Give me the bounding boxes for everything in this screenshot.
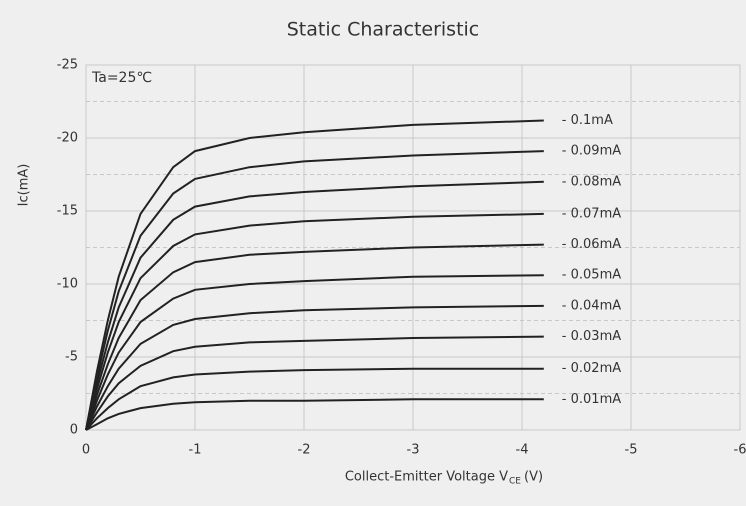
series-label: - 0.01mA [562,392,621,407]
series-label: - 0.08mA [562,174,621,189]
x-axis-title-sub: CE [509,477,521,487]
series-label: - 0.06mA [562,237,621,252]
x-axis-title: Collect-Emitter Voltage V [345,470,508,485]
x-tick-label: -1 [189,443,202,458]
x-tick-label: -3 [407,443,420,458]
y-tick-label: 0 [70,423,78,438]
y-tick-label: -20 [57,131,78,146]
x-tick-label: -4 [516,443,529,458]
x-axis-title-unit: (V) [524,470,543,485]
series-line [85,243,544,431]
series-line [85,274,544,431]
y-tick-label: -25 [57,58,78,73]
series-label: - 0.1mA [562,113,613,128]
y-axis-title: Ic(mA) [17,164,32,207]
plot-frame [85,64,741,431]
series-label: - 0.07mA [562,206,621,221]
series-line [85,212,544,431]
series-label: - 0.02mA [562,361,621,376]
annotation: Ta=25℃ [91,70,152,86]
series-label: - 0.05mA [562,268,621,283]
y-tick-label: -5 [65,350,78,365]
series-line [85,304,544,431]
x-tick-label: -5 [625,443,638,458]
series-line [85,398,544,431]
chart-title: Static Characteristic [287,19,480,41]
series-label: - 0.09mA [562,144,621,159]
series-label: - 0.03mA [562,329,621,344]
series-line [85,119,544,431]
series-line [85,335,544,431]
series-line [85,150,544,431]
series-line [85,180,544,431]
x-tick-label: -2 [298,443,311,458]
x-tick-label: 0 [82,443,90,458]
x-tick-label: -6 [734,443,746,458]
series-label: - 0.04mA [562,298,621,313]
y-tick-label: -10 [57,277,78,292]
y-tick-label: -15 [57,204,78,219]
series-line [85,367,544,431]
